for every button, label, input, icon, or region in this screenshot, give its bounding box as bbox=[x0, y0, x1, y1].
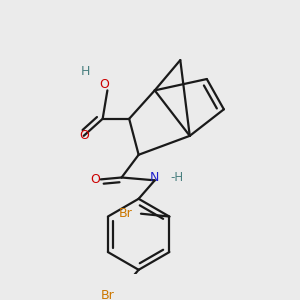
Text: Br: Br bbox=[100, 289, 114, 300]
Text: Br: Br bbox=[118, 207, 132, 220]
Text: H: H bbox=[81, 65, 90, 78]
Text: O: O bbox=[79, 129, 89, 142]
Text: N: N bbox=[150, 171, 159, 184]
Text: O: O bbox=[100, 78, 110, 91]
Text: O: O bbox=[90, 173, 100, 186]
Text: -H: -H bbox=[170, 171, 183, 184]
